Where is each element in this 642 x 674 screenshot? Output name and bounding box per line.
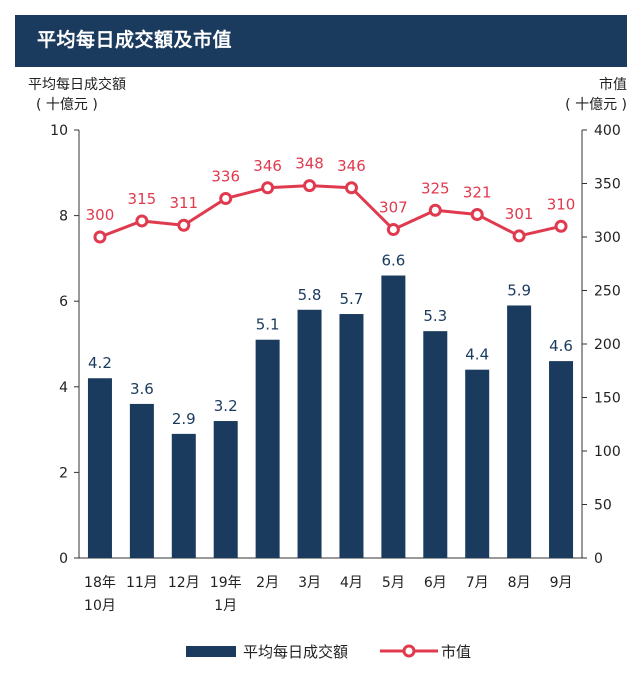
line-point: [261, 181, 275, 195]
line-value-label: 315: [128, 190, 157, 208]
right-axis-title: 市值: [599, 76, 627, 93]
left-tick-label: 2: [59, 465, 68, 481]
x-tick-label: 6月: [424, 575, 447, 591]
left-axis-unit: ( 十億元 ): [36, 97, 98, 113]
right-tick-label: 250: [594, 284, 621, 300]
right-tick-label: 0: [594, 551, 603, 567]
bar-value-label: 5.9: [507, 281, 531, 299]
x-tick-label: 10月: [84, 598, 116, 614]
bar-value-label: 4.6: [549, 337, 573, 355]
x-tick-label: 18年: [84, 575, 116, 591]
x-tick-label: 3月: [298, 575, 321, 591]
right-tick-label: 100: [594, 444, 621, 460]
line-point: [135, 214, 149, 228]
bar-value-label: 5.1: [256, 316, 280, 334]
x-tick-label: 7月: [466, 575, 489, 591]
bar: [297, 309, 322, 558]
bar-value-label: 5.8: [298, 286, 322, 304]
legend-bar-swatch: [186, 646, 236, 657]
bar-value-label: 4.2: [88, 354, 112, 372]
chart-title: 平均每日成交額及市值: [37, 29, 233, 51]
bar: [339, 314, 364, 558]
line-value-label: 348: [295, 155, 324, 173]
line-point: [93, 230, 107, 244]
line-point: [303, 179, 317, 193]
bar-value-label: 5.7: [340, 290, 364, 308]
left-tick-label: 10: [50, 123, 68, 139]
line-point: [554, 219, 568, 233]
x-tick-label: 5月: [382, 575, 405, 591]
line-point: [428, 203, 442, 217]
left-tick-label: 4: [59, 380, 68, 396]
bar: [507, 305, 532, 558]
x-tick-label: 19年: [210, 575, 242, 591]
bar: [255, 339, 280, 558]
x-tick-label: 4月: [340, 575, 363, 591]
x-tick-label: 12月: [168, 575, 200, 591]
bar-value-label: 6.6: [381, 252, 405, 270]
right-tick-label: 200: [594, 337, 621, 353]
line-value-label: 321: [463, 184, 492, 202]
line-value-label: 346: [253, 157, 282, 175]
legend-line-label: 市值: [441, 643, 471, 661]
x-tick-label: 2月: [256, 575, 279, 591]
line-value-label: 311: [169, 194, 198, 212]
bar-value-label: 5.3: [423, 307, 447, 325]
line-point: [219, 191, 233, 205]
right-axis-unit: ( 十億元 ): [565, 97, 627, 113]
bar: [381, 275, 406, 558]
bar-value-label: 3.6: [130, 380, 154, 398]
left-axis-title: 平均每日成交額: [28, 76, 126, 93]
line-point: [344, 181, 358, 195]
legend-line-marker: [402, 644, 416, 658]
line-value-label: 346: [337, 157, 366, 175]
line-value-label: 325: [421, 179, 450, 197]
bar: [213, 421, 238, 558]
line-value-label: 310: [547, 195, 576, 213]
bar: [423, 331, 448, 558]
right-tick-label: 300: [594, 230, 621, 246]
x-tick-label: 9月: [550, 575, 573, 591]
market-cap-line: [99, 184, 562, 239]
line-value-label: 301: [505, 205, 534, 223]
bar: [171, 433, 196, 558]
x-tick-label: 1月: [214, 598, 237, 614]
right-tick-label: 400: [594, 123, 621, 139]
bar-value-label: 2.9: [172, 410, 196, 428]
right-tick-label: 350: [594, 177, 621, 193]
bar: [87, 378, 112, 558]
line-point: [512, 229, 526, 243]
x-tick-label: 11月: [126, 575, 158, 591]
line-value-label: 307: [379, 199, 408, 217]
right-tick-label: 50: [594, 498, 612, 514]
line-point: [386, 223, 400, 237]
bar-value-label: 4.4: [465, 346, 489, 364]
chart-header: 平均每日成交額及市值: [15, 15, 627, 67]
bar: [129, 403, 154, 558]
left-tick-label: 0: [59, 551, 68, 567]
bar: [549, 361, 574, 558]
x-tick-label: 8月: [508, 575, 531, 591]
line-point: [177, 218, 191, 232]
right-tick-label: 150: [594, 391, 621, 407]
line-value-label: 336: [211, 167, 240, 185]
line-point: [470, 208, 484, 222]
left-tick-label: 8: [59, 209, 68, 225]
bar-value-label: 3.2: [214, 397, 238, 415]
legend-bar-label: 平均每日成交額: [243, 643, 348, 661]
left-tick-label: 6: [59, 294, 68, 310]
bar: [465, 369, 490, 558]
line-value-label: 300: [86, 206, 115, 224]
